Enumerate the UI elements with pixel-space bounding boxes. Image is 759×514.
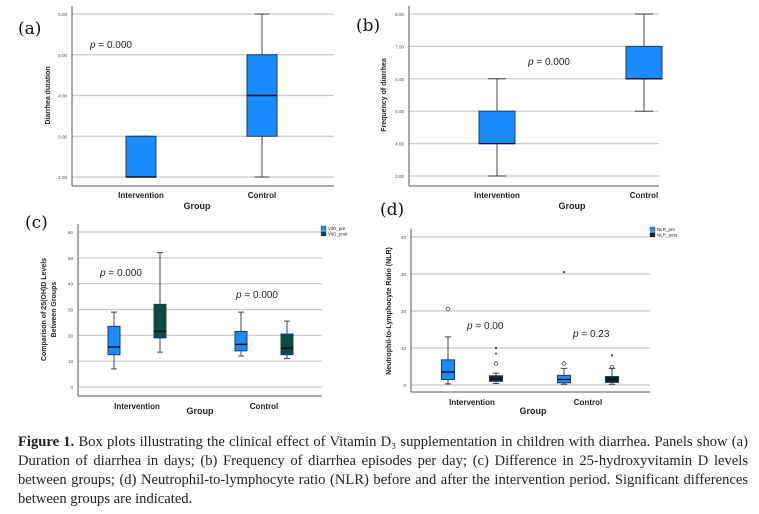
- y-tick-label: 20: [68, 333, 74, 338]
- legend-label: VitD_post: [328, 232, 348, 237]
- y-tick-label: 10: [401, 346, 407, 351]
- y-tick-label: 0: [403, 383, 406, 388]
- panel-label-d: (d): [380, 200, 405, 220]
- box-group: [625, 45, 663, 80]
- p-value-annotation: p = 0.000: [527, 57, 570, 68]
- p-symbol: p: [527, 57, 534, 68]
- legend-label: NLR_post: [657, 233, 678, 238]
- caption-text: Box plots illustrating the clinical effe…: [18, 434, 749, 507]
- y-tick-label: 7.00: [395, 44, 404, 49]
- x-axis-label: Group: [187, 406, 214, 416]
- y-axis-label: Comparison of 25(OH)D Levels Between Grou…: [41, 258, 58, 361]
- extreme-point: [494, 346, 498, 350]
- y-tick-label: 10: [68, 359, 74, 364]
- y-tick-label: 8.00: [395, 12, 404, 17]
- extreme-point: [562, 271, 566, 274]
- p-symbol: p: [466, 321, 473, 332]
- panel-label-a: (a): [18, 19, 42, 39]
- p-value: = 0.23: [579, 329, 610, 340]
- legend-label: VitD_pre: [328, 226, 346, 231]
- y-axis-label-line: Between Groups: [51, 282, 58, 338]
- y-tick-label: 5.00: [58, 53, 67, 58]
- p-value: = 0.00: [473, 321, 504, 332]
- x-axis-label: Group: [520, 406, 547, 416]
- x-tick-label: Control: [574, 398, 602, 407]
- legend-label: NLR_pre: [657, 227, 676, 232]
- figure-caption: Figure 1. Box plots illustrating the cli…: [18, 433, 748, 509]
- p-value-annotation: p = 0.000: [235, 290, 278, 301]
- panel-label-c: (c): [25, 213, 48, 233]
- box-vitd_pre: [234, 330, 248, 352]
- outlier-point: [445, 306, 451, 312]
- y-tick-label: 2.00: [58, 175, 67, 180]
- p-value-annotation: p = 0.000: [99, 268, 142, 279]
- p-value: = 0.000: [242, 290, 279, 301]
- extreme-point: [610, 354, 614, 357]
- p-symbol: p: [572, 329, 579, 340]
- y-axis-label-line: Comparison of 25(OH)D Levels: [41, 258, 48, 361]
- x-tick-label: Control: [248, 191, 276, 200]
- y-axis-label: Frequency of diarrhea: [381, 58, 388, 132]
- legend-swatch: [649, 232, 656, 238]
- p-symbol: p: [89, 40, 96, 51]
- y-tick-label: 5.00: [395, 109, 404, 114]
- x-tick-label: Intervention: [449, 398, 495, 407]
- x-tick-label: Intervention: [118, 191, 164, 200]
- y-tick-label: 60: [68, 230, 74, 235]
- outlier-point: [493, 361, 499, 366]
- x-tick-label: Intervention: [114, 402, 160, 411]
- p-value-annotation: p = 0.00: [466, 321, 504, 332]
- y-tick-label: 30: [68, 308, 74, 313]
- x-axis-label: Group: [559, 201, 586, 211]
- box-vitd_post: [280, 333, 294, 356]
- x-tick-label: Control: [250, 402, 278, 411]
- y-tick-label: 40: [401, 235, 407, 240]
- y-tick-label: 3.00: [58, 134, 67, 139]
- extreme-point: [494, 352, 498, 355]
- panel-label-b: (b): [356, 16, 381, 36]
- y-tick-label: 50: [68, 256, 74, 261]
- x-axis-label: Group: [184, 201, 211, 211]
- y-tick-label: 30: [401, 272, 407, 277]
- p-value: = 0.000: [106, 268, 143, 279]
- p-value-annotation: p = 0.000: [89, 40, 132, 51]
- y-tick-label: 0: [70, 385, 73, 390]
- p-value-annotation: p = 0.23: [572, 329, 610, 340]
- y-tick-label: 4.00: [395, 142, 404, 147]
- legend-swatch: [649, 226, 656, 232]
- y-axis-label: Diarrhea duration: [45, 66, 52, 124]
- box-vitd_post: [153, 303, 167, 339]
- y-tick-label: 40: [68, 282, 74, 287]
- x-tick-label: Intervention: [474, 191, 520, 200]
- caption-label: Figure 1.: [18, 434, 75, 450]
- p-symbol: p: [235, 290, 242, 301]
- outlier-point: [561, 361, 567, 366]
- y-tick-label: 6.00: [58, 12, 67, 17]
- legend-swatch: [320, 225, 327, 231]
- p-value: = 0.000: [534, 57, 571, 68]
- y-tick-label: 6.00: [395, 77, 404, 82]
- outlier-point: [609, 364, 615, 370]
- p-symbol: p: [99, 268, 106, 279]
- legend-swatch: [320, 231, 327, 237]
- y-tick-label: 3.00: [395, 174, 404, 179]
- y-tick-label: 4.00: [58, 94, 67, 99]
- x-tick-label: Control: [630, 191, 658, 200]
- y-tick-label: 20: [401, 309, 407, 314]
- box-nlr_pre: [441, 359, 455, 380]
- y-axis-label: Neutrophil-to-Lymphocyte Ratio (NLR): [386, 247, 393, 375]
- p-value: = 0.000: [96, 40, 133, 51]
